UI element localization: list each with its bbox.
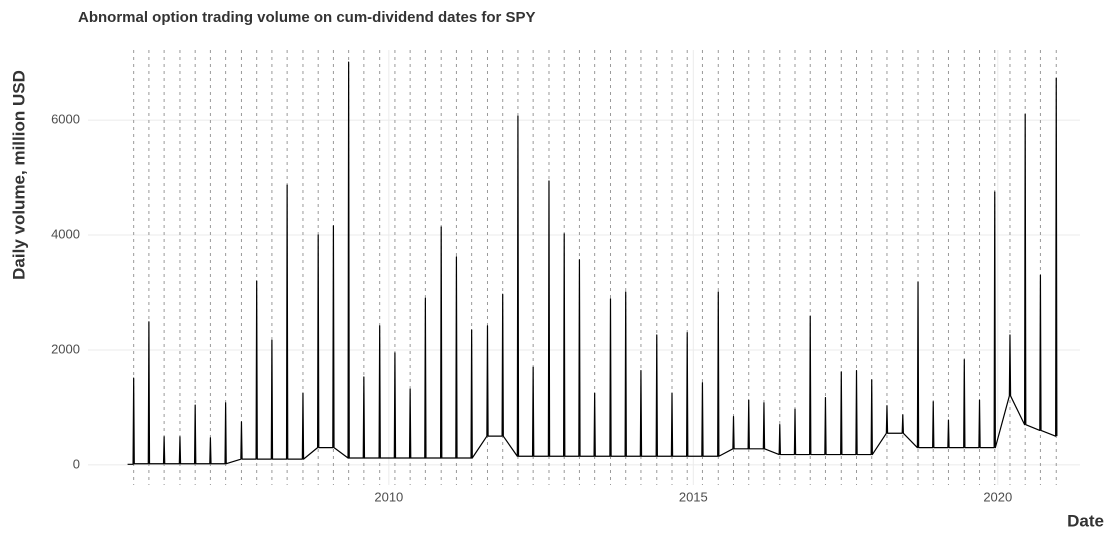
x-tick-label: 2010	[374, 489, 403, 504]
y-tick-label: 2000	[51, 341, 80, 356]
y-tick-label: 6000	[51, 112, 80, 127]
y-tick-label: 0	[73, 456, 80, 471]
chart-title: Abnormal option trading volume on cum-di…	[78, 9, 536, 26]
y-tick-label: 4000	[51, 226, 80, 241]
x-axis-label: Date	[1067, 511, 1104, 530]
volume-line	[127, 61, 1058, 465]
x-tick-label: 2020	[983, 489, 1012, 504]
y-axis-label: Daily volume, million USD	[9, 70, 28, 280]
x-tick-label: 2015	[679, 489, 708, 504]
